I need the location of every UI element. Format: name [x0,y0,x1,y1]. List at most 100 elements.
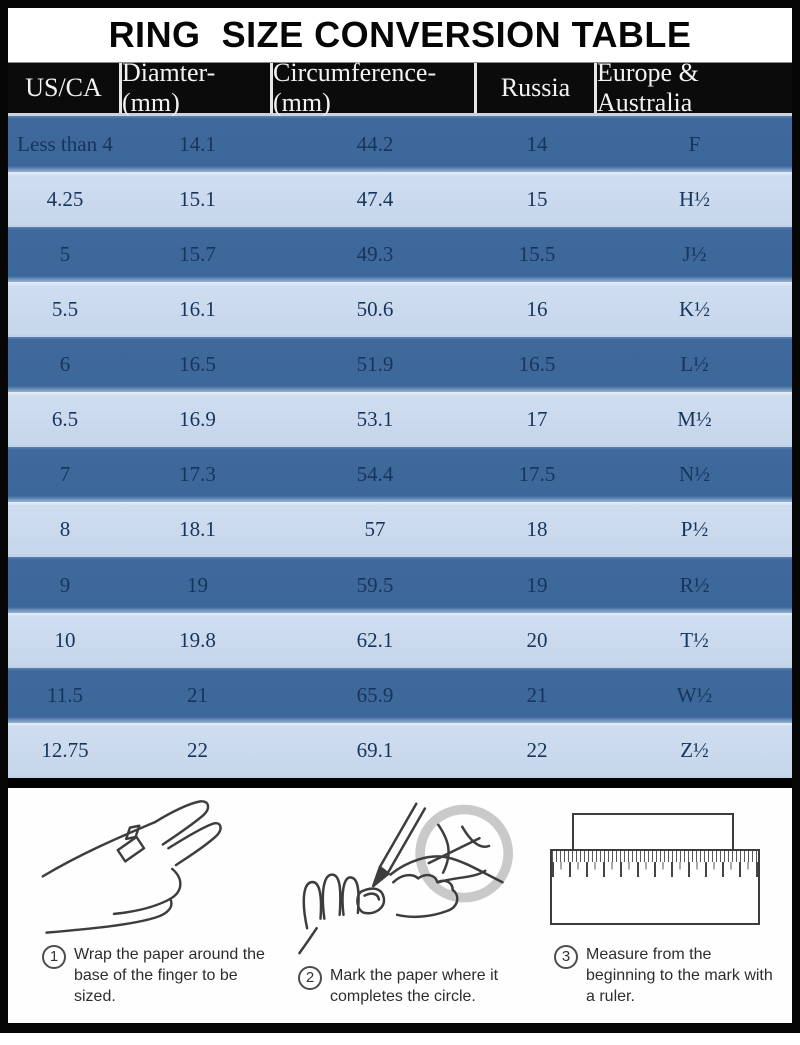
table-cell: 21 [187,682,208,707]
table-cell: 5.5 [51,296,79,321]
table-cell: 14 [526,131,548,156]
table-row: 7 17.3 54.4 17.5 N½ [8,447,792,503]
step-number-circle: 2 [298,965,322,990]
ruler-measuring-icon [528,792,784,942]
table-cell: 17.5 [518,462,556,487]
table-cell: 14.1 [179,131,216,156]
table-row: 12.75 22 69.1 22 Z½ [8,722,792,778]
table-cell: 16.5 [179,352,216,377]
hand-with-paper-strip-icon [16,792,272,942]
table-cell: N½ [679,462,710,487]
column-header-diameter: Diamter-(mm) [122,58,273,117]
table-cell: 65.9 [356,682,394,707]
instruction-text: Wrap the paper around the base of the fi… [74,945,265,1005]
table-cell: 15 [526,186,548,211]
table-cell: 49.3 [356,241,394,266]
table-cell: 6.5 [51,407,79,432]
table-cell: R½ [679,572,710,597]
step-number-circle: 3 [554,944,578,969]
table-cell: 6 [59,352,71,377]
table-cell: 10 [54,627,76,652]
table-body: Less than 4 14.1 44.2 14 F 4.25 15.1 47.… [8,116,792,778]
instruction-caption: 1 Wrap the paper around the base of the … [16,942,272,1017]
table-cell: P½ [680,517,709,542]
table-cell: 19 [526,572,548,597]
table-cell: 47.4 [356,186,394,211]
instruction-text: Measure from the beginning to the mark w… [586,945,773,1005]
table-cell: 16.5 [518,352,556,377]
table-cell: T½ [680,627,709,652]
table-row: 11.5 21 65.9 21 W½ [8,667,792,723]
table-cell: 51.9 [356,352,394,377]
table-cell: Z½ [680,737,709,762]
table-row: 5 15.7 49.3 15.5 J½ [8,226,792,282]
table-cell: 8 [59,517,71,542]
table-header-row: US/CA Diamter-(mm) Circumference-(mm) Ru… [8,58,792,118]
table-cell: 57 [364,517,386,542]
page-title: RING SIZE CONVERSION TABLE [108,14,692,56]
table-cell: 4.25 [46,186,84,211]
table-row: Less than 4 14.1 44.2 14 F [8,116,792,172]
table-cell: 59.5 [356,572,394,597]
table-row: 5.5 16.1 50.6 16 K½ [8,281,792,337]
table-cell: 18.1 [179,517,216,542]
table-cell: L½ [680,352,709,377]
table-cell: 20 [526,627,548,652]
table-cell: 53.1 [356,407,394,432]
step-number-circle: 1 [42,944,66,969]
table-cell: 22 [526,737,548,762]
table-cell: 17.3 [179,462,216,487]
table-row: 6 16.5 51.9 16.5 L½ [8,336,792,393]
instruction-caption: 3 Measure from the beginning to the mark… [528,942,784,1017]
table-cell: H½ [679,186,710,211]
table-cell: 5 [59,241,71,266]
table-row: 6.5 16.9 53.1 17 M½ [8,392,792,448]
instruction-step-1: 1 Wrap the paper around the base of the … [16,792,272,1017]
table-cell: 15.5 [518,241,556,266]
table-cell: F [688,131,701,156]
table-cell: W½ [676,682,713,707]
table-cell: 12.75 [41,737,89,762]
column-header-russia: Russia [477,63,597,114]
hands-marking-pencil-icon [272,792,528,963]
table-cell: 21 [526,682,548,707]
table-cell: 15.1 [179,186,216,211]
instruction-text: Mark the paper where it completes the ci… [330,966,499,1005]
table-cell: 62.1 [356,627,394,652]
ruler-shape [549,848,760,925]
table-cell: 19.8 [179,627,216,652]
instruction-caption: 2 Mark the paper where it completes the … [272,963,528,1017]
column-header-circumference: Circumference-(mm) [273,58,477,117]
table-cell: 17 [526,407,548,432]
table-row: 10 19.8 62.1 20 T½ [8,612,792,668]
table-cell: Less than 4 [17,131,113,156]
table-cell: 16.1 [179,296,216,321]
paper-strip-shape [571,812,734,851]
table-cell: 18 [526,517,548,542]
table-cell: M½ [677,407,712,432]
sizing-instructions: 1 Wrap the paper around the base of the … [8,787,792,1023]
table-cell: 44.2 [356,131,394,156]
instruction-step-3: 3 Measure from the beginning to the mark… [528,792,784,1017]
table-cell: 19 [187,572,208,597]
table-cell: J½ [682,241,707,266]
table-cell: 9 [59,572,71,597]
title-bar: RING SIZE CONVERSION TABLE [8,8,792,63]
column-header-us-ca: US/CA [8,63,122,114]
table-row: 8 18.1 57 18 P½ [8,502,792,558]
table-row: 4.25 15.1 47.4 15 H½ [8,171,792,227]
section-divider [8,777,792,788]
table-cell: 16.9 [179,407,216,432]
table-row: 9 19 59.5 19 R½ [8,557,792,613]
table-cell: 16 [526,296,548,321]
instruction-step-2: 2 Mark the paper where it completes the … [272,792,528,1017]
table-cell: K½ [679,296,710,321]
table-cell: 11.5 [47,682,83,707]
table-cell: 69.1 [356,737,394,762]
table-cell: 50.6 [356,296,394,321]
ruler-hatch-band [551,850,758,862]
table-cell: 7 [59,462,71,487]
table-cell: 54.4 [356,462,394,487]
column-header-europe-australia: Europe & Australia [597,58,699,118]
